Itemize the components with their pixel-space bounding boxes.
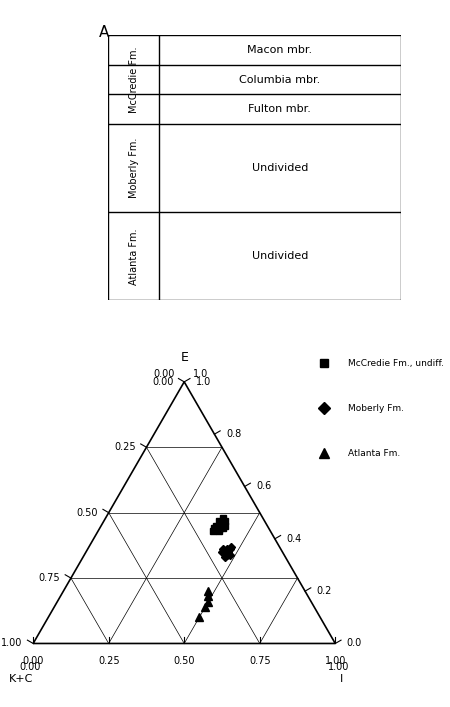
Text: Undivided: Undivided	[252, 251, 308, 262]
Text: Undivided: Undivided	[252, 163, 308, 173]
Text: K+C: K+C	[9, 674, 33, 684]
Text: 0.6: 0.6	[256, 481, 271, 491]
Text: 0.75: 0.75	[249, 655, 270, 665]
Text: Moberly Fm.: Moberly Fm.	[129, 138, 139, 198]
Text: McCredie Fm., undiff.: McCredie Fm., undiff.	[348, 358, 444, 368]
Text: 0.50: 0.50	[173, 655, 195, 665]
Text: 0.25: 0.25	[98, 655, 120, 665]
Text: 0.0: 0.0	[347, 638, 362, 648]
Text: Atlanta Fm.: Atlanta Fm.	[129, 228, 139, 284]
Text: 0.00: 0.00	[154, 369, 175, 379]
Text: 0.00: 0.00	[22, 655, 44, 665]
Text: 1.0: 1.0	[194, 369, 208, 379]
Text: 0.4: 0.4	[286, 534, 302, 544]
Text: 0.8: 0.8	[226, 429, 241, 439]
Text: 0.50: 0.50	[76, 508, 98, 518]
Text: 0.2: 0.2	[316, 586, 332, 596]
Text: E: E	[180, 351, 188, 363]
Text: 1.00: 1.00	[1, 638, 22, 648]
Text: Macon mbr.: Macon mbr.	[248, 45, 312, 55]
Text: McCredie Fm.: McCredie Fm.	[129, 46, 139, 113]
Text: I: I	[340, 674, 343, 684]
Text: 0.25: 0.25	[114, 443, 136, 452]
Text: Atlanta Fm.: Atlanta Fm.	[348, 449, 400, 458]
Text: 0.00: 0.00	[19, 662, 41, 672]
Text: 1.0: 1.0	[196, 377, 211, 387]
Text: 1.00: 1.00	[324, 655, 346, 665]
Text: A: A	[99, 25, 109, 40]
Text: Columbia mbr.: Columbia mbr.	[239, 74, 320, 85]
Text: Moberly Fm.: Moberly Fm.	[348, 404, 404, 413]
Text: 0.75: 0.75	[39, 573, 60, 583]
Text: Fulton mbr.: Fulton mbr.	[248, 104, 311, 114]
Text: 0.00: 0.00	[152, 377, 174, 387]
Text: 1.00: 1.00	[328, 662, 349, 672]
